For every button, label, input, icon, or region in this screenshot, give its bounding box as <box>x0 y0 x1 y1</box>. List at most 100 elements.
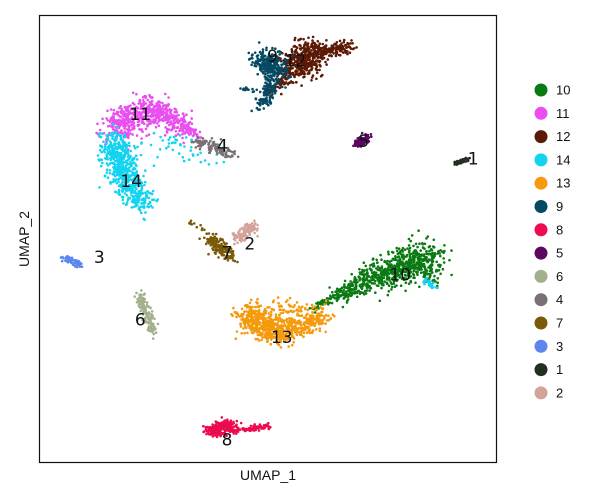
data-point <box>147 117 151 121</box>
data-point <box>119 155 123 158</box>
data-point <box>129 132 132 135</box>
data-point <box>370 271 374 275</box>
data-point <box>334 46 338 49</box>
data-point <box>174 108 178 112</box>
data-point <box>235 236 238 239</box>
data-point <box>140 115 144 119</box>
data-point <box>377 281 381 285</box>
data-point <box>101 117 104 121</box>
data-point <box>274 77 278 81</box>
legend-item-5: 5 <box>534 246 563 261</box>
data-point <box>137 102 140 105</box>
data-point <box>205 232 208 235</box>
data-point <box>432 238 436 242</box>
data-point <box>369 264 372 267</box>
data-point <box>280 92 283 96</box>
data-point <box>321 49 324 53</box>
data-point <box>269 313 273 316</box>
data-point <box>387 250 390 254</box>
data-point <box>137 184 141 188</box>
data-point <box>410 252 413 256</box>
data-point <box>168 111 172 114</box>
data-point <box>131 173 134 177</box>
data-point <box>161 107 164 110</box>
data-point <box>337 288 341 292</box>
data-point <box>372 265 375 268</box>
legend-swatch <box>534 153 548 167</box>
data-point <box>258 90 262 94</box>
data-point <box>266 71 270 74</box>
data-point <box>186 127 190 130</box>
data-point <box>353 286 357 289</box>
data-point <box>354 139 357 143</box>
data-point <box>293 75 296 79</box>
data-point <box>240 332 243 335</box>
data-point <box>70 261 74 264</box>
data-point <box>181 156 185 159</box>
data-point <box>415 271 419 275</box>
data-point <box>162 104 166 107</box>
data-point <box>364 292 368 295</box>
legend-item-10: 10 <box>534 83 570 98</box>
data-point <box>239 314 243 318</box>
data-point <box>139 183 142 187</box>
data-point <box>278 80 282 84</box>
data-point <box>147 133 151 136</box>
data-point <box>121 190 124 193</box>
data-point <box>184 136 188 139</box>
data-point <box>396 255 400 259</box>
data-point <box>168 123 171 127</box>
data-point <box>313 60 317 64</box>
data-point <box>245 314 249 317</box>
data-point <box>126 162 130 166</box>
data-point <box>114 131 117 135</box>
data-point <box>140 128 143 131</box>
data-point <box>202 142 205 145</box>
data-point <box>277 78 280 82</box>
data-point <box>431 260 434 264</box>
data-point <box>408 272 411 275</box>
data-point <box>288 71 291 75</box>
data-point <box>128 156 131 160</box>
data-point <box>293 36 297 40</box>
data-point <box>127 121 130 124</box>
data-point <box>307 52 310 56</box>
legend-label: 4 <box>556 292 563 307</box>
data-point <box>118 163 121 166</box>
data-point <box>181 112 185 116</box>
data-point <box>155 109 159 112</box>
data-point <box>356 280 359 284</box>
data-point <box>393 270 397 273</box>
data-point <box>266 340 270 343</box>
data-point <box>365 278 369 282</box>
data-point <box>431 251 434 255</box>
cluster-label-3: 3 <box>94 248 105 268</box>
data-point <box>221 239 224 242</box>
data-point <box>143 292 146 296</box>
data-point <box>311 39 314 42</box>
data-point <box>189 128 193 131</box>
data-point <box>293 318 296 322</box>
data-point <box>106 109 109 113</box>
data-point <box>409 262 412 265</box>
data-point <box>136 182 139 186</box>
data-point <box>274 89 278 93</box>
data-point <box>239 240 243 243</box>
data-point <box>152 113 156 117</box>
data-point <box>255 88 258 92</box>
data-point <box>297 74 301 77</box>
data-point <box>387 284 391 288</box>
data-point <box>390 282 394 286</box>
data-point <box>256 72 260 76</box>
data-point <box>342 288 346 292</box>
legend-item-9: 9 <box>534 199 563 214</box>
data-point <box>136 115 139 119</box>
data-point <box>167 96 170 99</box>
cluster-label-5: 5 <box>358 132 369 152</box>
data-point <box>395 279 399 283</box>
data-point <box>373 270 376 274</box>
data-point <box>151 206 154 209</box>
data-point <box>253 327 256 331</box>
data-point <box>313 48 316 52</box>
